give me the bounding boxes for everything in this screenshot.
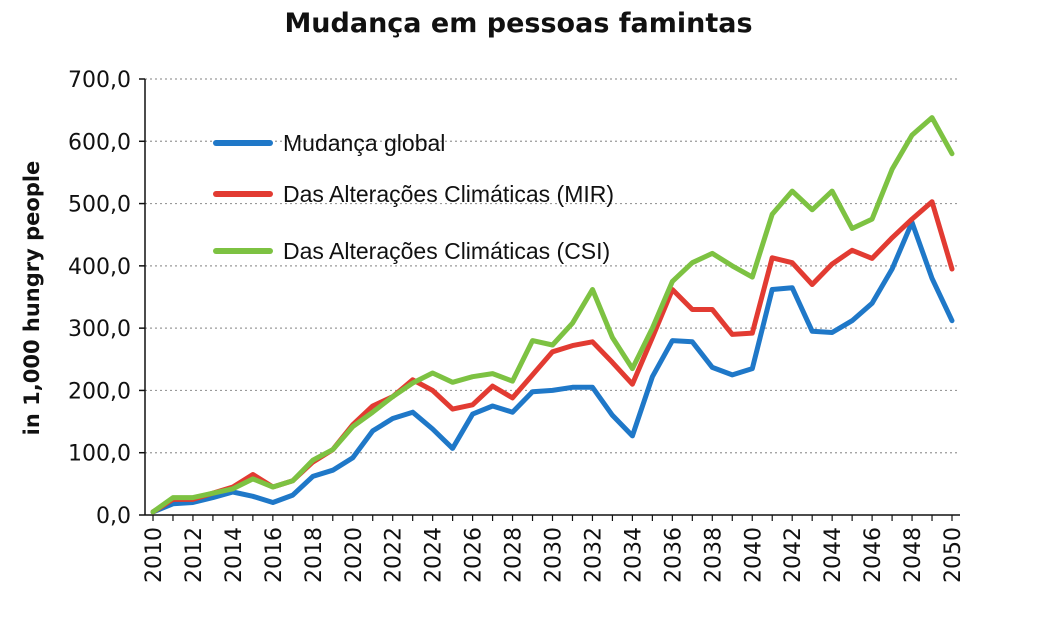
- x-tick-label: 2044: [821, 527, 846, 583]
- legend: Mudança global Das Alterações Climáticas …: [213, 130, 614, 264]
- x-tick-label: 2050: [941, 527, 966, 583]
- x-tick-label: 2014: [222, 527, 247, 583]
- y-tick-label: 300,0: [68, 317, 131, 342]
- x-tick-label: 2038: [701, 527, 726, 583]
- y-tick-label: 100,0: [68, 442, 131, 467]
- x-tick-label: 2016: [262, 527, 287, 583]
- x-tick-label: 2020: [342, 527, 367, 583]
- x-tick-label: 2018: [302, 527, 327, 583]
- x-tick-label: 2048: [901, 527, 926, 583]
- x-tick-label: 2024: [422, 527, 447, 583]
- x-tick-label: 2046: [861, 527, 886, 583]
- x-tick-label: 2010: [142, 527, 167, 583]
- series-lines: [150, 115, 955, 515]
- x-tick-label: 2032: [581, 527, 606, 583]
- chart-title: Mudança em pessoas famintas: [284, 8, 753, 39]
- y-tick-label: 700,0: [68, 68, 131, 93]
- series-line-3: [150, 115, 955, 515]
- y-tick-label: 400,0: [68, 255, 131, 280]
- x-tick-label: 2040: [741, 527, 766, 583]
- x-tick-label: 2026: [462, 527, 487, 583]
- y-tick-label: 200,0: [68, 379, 131, 404]
- y-tick-label: 0,0: [96, 504, 131, 529]
- y-tick-labels: 0,0 100,0 200,0 300,0 400,0 500,0 600,0 700,0: [68, 68, 145, 529]
- y-tick-label: 500,0: [68, 193, 131, 218]
- x-tick-label: 2028: [502, 527, 527, 583]
- x-tick-label: 2030: [542, 527, 567, 583]
- legend-label: Das Alterações Climáticas (CSI): [283, 238, 610, 264]
- gridlines: [145, 78, 960, 454]
- legend-label: Das Alterações Climáticas (MIR): [283, 181, 614, 207]
- x-tick-label: 2022: [382, 527, 407, 583]
- x-tick-label: 2034: [621, 527, 646, 583]
- x-tick-label: 2042: [781, 527, 806, 583]
- x-tick-label: 2012: [182, 527, 207, 583]
- y-tick-label: 600,0: [68, 130, 131, 155]
- x-tick-label: 2036: [661, 527, 686, 583]
- x-tick-labels: 2010 2012 2014 2016 2018 2020 2022 2024 2026 2028…: [142, 515, 966, 583]
- series-line-1: [150, 219, 955, 515]
- legend-label: Mudança global: [283, 130, 445, 156]
